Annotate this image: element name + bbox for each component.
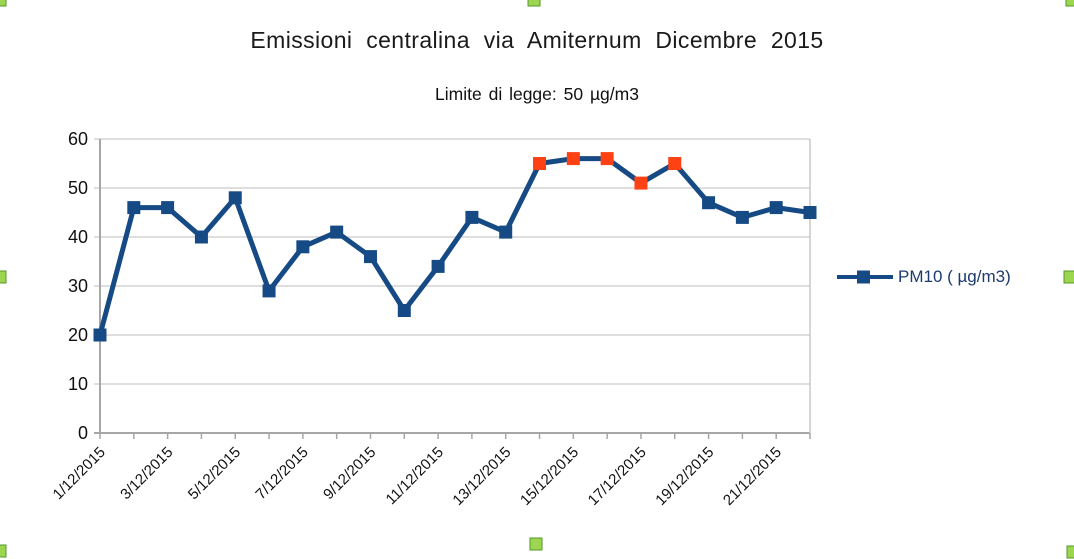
x-tick-label: 9/12/2015	[320, 444, 379, 503]
y-tick-label: 30	[68, 276, 88, 296]
data-point-marker[interactable]	[364, 250, 377, 263]
data-point-marker[interactable]	[127, 201, 140, 214]
x-tick-label: 15/12/2015	[517, 444, 582, 509]
series-line[interactable]	[100, 159, 810, 335]
selection-handle-bottom-center[interactable]	[530, 538, 543, 551]
data-point-marker[interactable]	[567, 152, 580, 165]
data-point-marker[interactable]	[668, 157, 681, 170]
legend-series-label: PM10 ( µg/m3)	[898, 267, 1011, 287]
y-tick-label: 40	[68, 227, 88, 247]
x-tick-label: 7/12/2015	[252, 444, 311, 503]
data-point-marker[interactable]	[804, 206, 817, 219]
y-tick-label: 60	[68, 129, 88, 149]
x-tick-label: 3/12/2015	[117, 444, 176, 503]
data-point-marker[interactable]	[296, 240, 309, 253]
data-point-marker[interactable]	[398, 304, 411, 317]
selection-handle-top-right[interactable]	[1066, 0, 1074, 7]
selection-handle-middle-left[interactable]	[0, 271, 7, 284]
y-tick-label: 0	[78, 423, 88, 443]
data-point-marker[interactable]	[161, 201, 174, 214]
y-tick-label: 10	[68, 374, 88, 394]
data-point-marker[interactable]	[601, 152, 614, 165]
data-point-marker[interactable]	[770, 201, 783, 214]
selection-handle-top-left[interactable]	[0, 0, 7, 7]
selection-handle-top-center[interactable]	[528, 0, 541, 7]
data-point-marker[interactable]	[229, 191, 242, 204]
x-tick-label: 21/12/2015	[720, 444, 785, 509]
data-point-marker[interactable]	[195, 231, 208, 244]
y-tick-label: 20	[68, 325, 88, 345]
data-point-marker[interactable]	[499, 226, 512, 239]
data-point-marker[interactable]	[432, 260, 445, 273]
data-point-marker[interactable]	[702, 196, 715, 209]
x-tick-label: 17/12/2015	[585, 444, 650, 509]
x-tick-label: 19/12/2015	[652, 444, 717, 509]
x-tick-label: 5/12/2015	[185, 444, 244, 503]
selection-handle-middle-right[interactable]	[1064, 271, 1074, 284]
data-point-marker[interactable]	[330, 226, 343, 239]
selection-handle-bottom-right[interactable]	[1067, 546, 1074, 559]
data-point-marker[interactable]	[533, 157, 546, 170]
selection-handle-bottom-left[interactable]	[0, 545, 7, 558]
data-point-marker[interactable]	[465, 211, 478, 224]
legend-series-marker-icon	[836, 269, 894, 285]
legend: PM10 ( µg/m3)	[836, 267, 1011, 287]
y-tick-label: 50	[68, 178, 88, 198]
data-point-marker[interactable]	[634, 177, 647, 190]
x-tick-label: 13/12/2015	[449, 444, 514, 509]
x-tick-label: 1/12/2015	[50, 444, 109, 503]
data-point-marker[interactable]	[736, 211, 749, 224]
x-tick-label: 11/12/2015	[383, 444, 447, 508]
data-point-marker[interactable]	[94, 329, 107, 342]
data-point-marker[interactable]	[263, 284, 276, 297]
